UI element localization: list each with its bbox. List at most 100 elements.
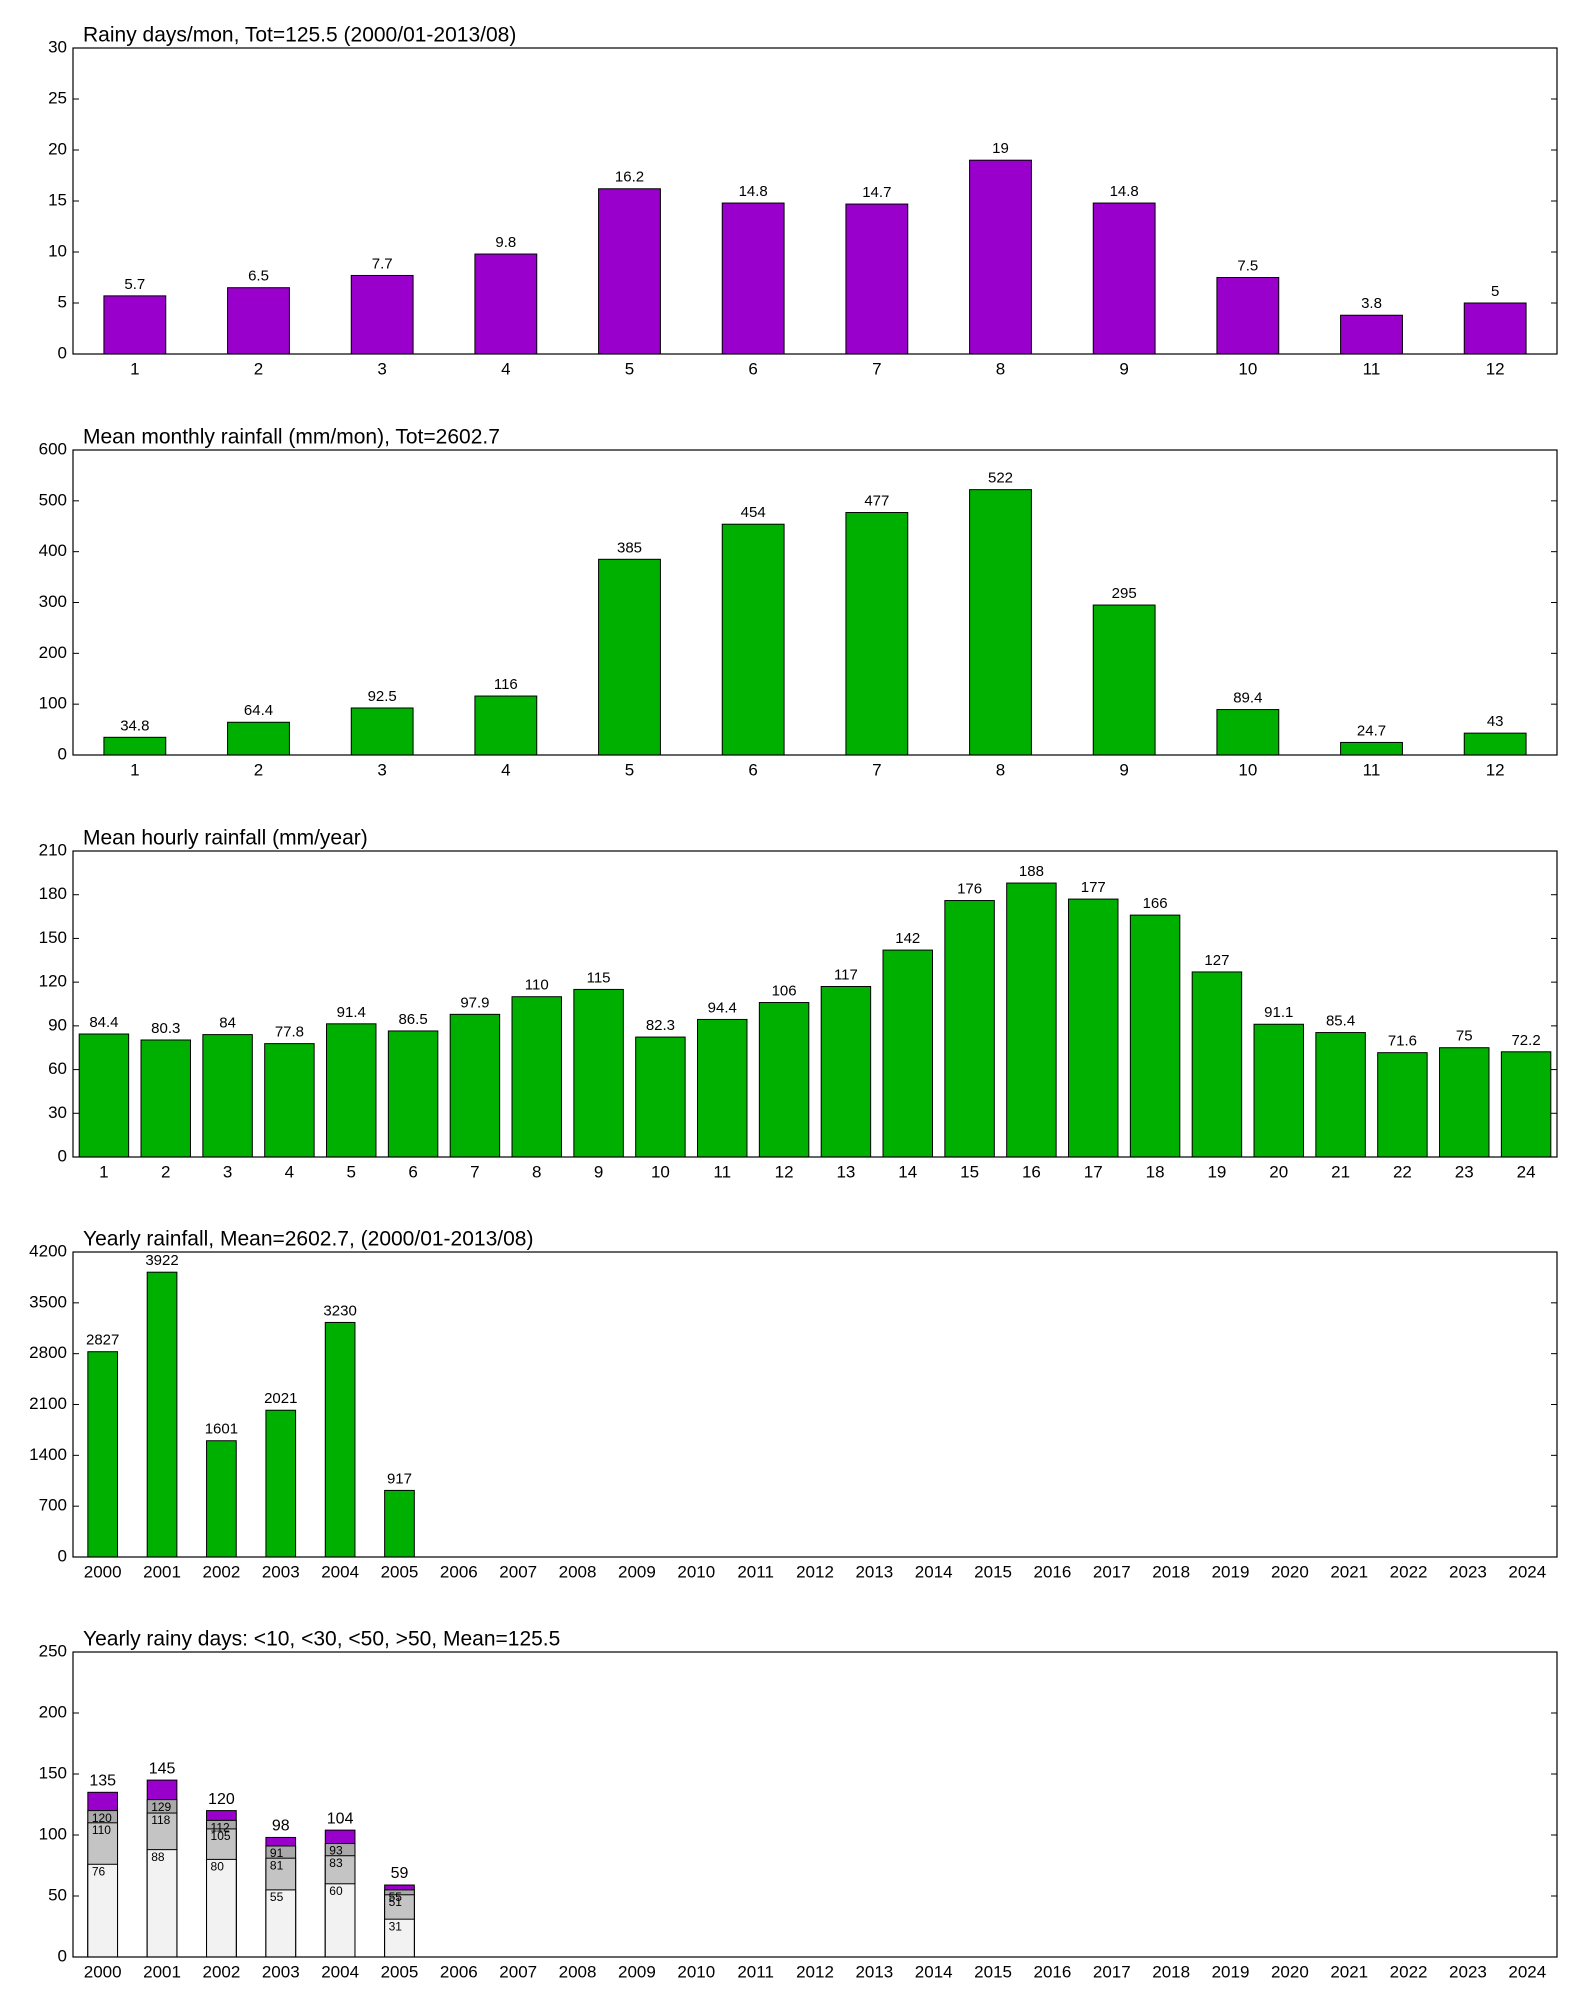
- bar: [227, 287, 290, 355]
- y-tick-label: 200: [39, 643, 67, 662]
- value-label: 72.2: [1511, 1032, 1540, 1049]
- x-tick-label: 8: [532, 1162, 541, 1181]
- x-tick-label: 2017: [1093, 1962, 1131, 1981]
- bar: [1129, 914, 1181, 1158]
- y-tick-label: 90: [48, 1015, 67, 1034]
- x-tick-label: 21: [1331, 1162, 1350, 1181]
- x-tick-label: 2008: [559, 1562, 597, 1581]
- bar: [1068, 898, 1119, 1158]
- x-tick-label: 2015: [974, 1962, 1012, 1981]
- x-tick-label: 8: [996, 359, 1005, 378]
- y-tick-label: 50: [48, 1885, 67, 1904]
- x-tick-label: 2004: [321, 1562, 359, 1581]
- y-tick-label: 700: [39, 1496, 67, 1515]
- value-label: 110: [525, 977, 549, 994]
- value-label: 16.2: [615, 169, 644, 186]
- value-label: 917: [387, 1470, 412, 1487]
- x-tick-label: 2011: [737, 1962, 774, 1981]
- bar: [1340, 741, 1403, 756]
- bar: [511, 996, 562, 1158]
- x-tick-label: 2000: [84, 1962, 122, 1981]
- value-label: 7.7: [372, 255, 393, 272]
- x-tick-label: 3: [223, 1162, 232, 1181]
- x-tick-label: 10: [1238, 359, 1257, 378]
- bar: [758, 1002, 810, 1158]
- bar: [78, 1033, 130, 1158]
- x-tick-label: 2018: [1152, 1962, 1190, 1981]
- x-tick-label: 4: [285, 1162, 294, 1181]
- x-tick-label: 2012: [796, 1962, 834, 1981]
- value-label: 522: [988, 470, 1013, 487]
- x-tick-label: 4: [501, 760, 510, 779]
- bar: [1377, 1052, 1428, 1158]
- value-label: 14.8: [739, 183, 768, 200]
- value-label: 120: [208, 1791, 235, 1808]
- value-label: 24.7: [1357, 722, 1386, 739]
- bar: [1216, 277, 1280, 355]
- y-tick-label: 15: [48, 190, 67, 209]
- x-tick-label: 6: [748, 760, 757, 779]
- x-tick-label: 7: [470, 1162, 479, 1181]
- x-tick-label: 19: [1207, 1162, 1226, 1181]
- x-tick-label: 2021: [1330, 1562, 1368, 1581]
- value-label: 9.8: [495, 234, 516, 251]
- bar: [1500, 1051, 1552, 1158]
- bar-segment: [384, 1918, 415, 1958]
- x-tick-label: 2009: [618, 1962, 656, 1981]
- x-tick-label: 22: [1393, 1162, 1412, 1181]
- bar: [324, 1321, 356, 1558]
- bar: [326, 1023, 377, 1158]
- bar: [264, 1043, 315, 1158]
- x-tick-label: 2024: [1508, 1962, 1546, 1981]
- chart-title: Rainy days/mon, Tot=125.5 (2000/01-2013/…: [83, 24, 516, 47]
- value-label: 117: [834, 966, 858, 983]
- x-tick-label: 15: [960, 1162, 979, 1181]
- bar: [721, 523, 785, 756]
- y-tick-label: 150: [39, 928, 67, 947]
- value-label: 116: [494, 676, 518, 693]
- x-tick-label: 23: [1455, 1162, 1474, 1181]
- value-label: 43: [1487, 713, 1504, 730]
- x-tick-label: 9: [1119, 359, 1128, 378]
- x-tick-label: 13: [836, 1162, 855, 1181]
- value-label: 89.4: [1233, 690, 1262, 707]
- value-label: 91.1: [1264, 1004, 1293, 1021]
- x-tick-label: 20: [1269, 1162, 1288, 1181]
- bar: [882, 949, 933, 1158]
- bar: [350, 707, 414, 756]
- value-label: 97.9: [460, 994, 489, 1011]
- y-tick-label: 150: [39, 1763, 67, 1782]
- x-tick-label: 2006: [440, 1562, 478, 1581]
- chart-title: Mean monthly rainfall (mm/mon), Tot=2602…: [83, 426, 500, 449]
- x-tick-label: 2016: [1034, 1962, 1072, 1981]
- y-tick-label: 3500: [29, 1292, 67, 1311]
- x-tick-label: 2: [161, 1162, 170, 1181]
- y-tick-label: 500: [39, 490, 67, 509]
- y-tick-label: 120: [39, 972, 67, 991]
- x-tick-label: 11: [1363, 760, 1381, 779]
- x-tick-label: 3: [377, 760, 386, 779]
- x-tick-label: 12: [1486, 359, 1505, 378]
- value-label: 80.3: [151, 1020, 180, 1037]
- value-label: 59: [391, 1865, 409, 1882]
- value-label: 83: [329, 1856, 343, 1870]
- value-label: 85.4: [1326, 1013, 1355, 1030]
- y-tick-label: 2100: [29, 1394, 67, 1413]
- y-tick-label: 30: [48, 37, 67, 56]
- value-label: 5: [1491, 283, 1499, 300]
- x-tick-label: 9: [594, 1162, 603, 1181]
- bar: [969, 159, 1032, 355]
- value-label: 127: [1204, 952, 1229, 969]
- x-tick-label: 10: [1238, 760, 1257, 779]
- bar: [1191, 971, 1243, 1158]
- x-tick-label: 3: [377, 359, 386, 378]
- y-tick-label: 20: [48, 139, 67, 158]
- x-tick-label: 2001: [143, 1962, 181, 1981]
- bar: [1216, 709, 1280, 756]
- y-tick-label: 60: [48, 1059, 67, 1078]
- plot-frame: [72, 449, 1558, 756]
- x-tick-label: 2022: [1390, 1962, 1428, 1981]
- bar: [103, 295, 167, 355]
- x-tick-label: 2017: [1093, 1562, 1131, 1581]
